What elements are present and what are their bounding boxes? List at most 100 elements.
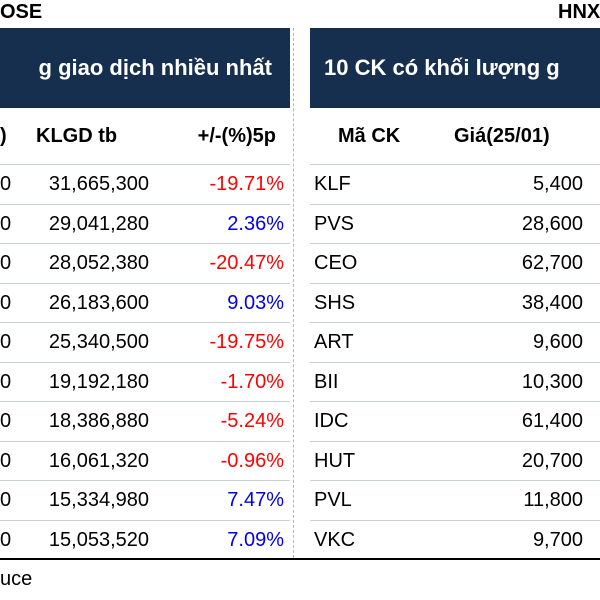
volume-cell: 16,061,320	[48, 449, 149, 472]
row-divider	[0, 361, 290, 363]
source-note: uce	[0, 568, 33, 590]
price-cell: 9,700	[532, 528, 583, 551]
table-row: 0 26,183,600 9.03%	[0, 282, 290, 323]
row-divider	[0, 243, 290, 244]
code-cell: PVS	[314, 212, 355, 235]
volume-cell: 19,192,180	[48, 370, 149, 393]
code-cell: SHS	[314, 291, 356, 314]
price-cell: 0	[0, 291, 12, 314]
change-cell: -19.71%	[209, 173, 285, 195]
row-divider	[0, 322, 290, 323]
table-row: IDC 61,400	[310, 401, 600, 441]
left-table: g giao dịch nhiều nhất ) KLGD tb +/-(%)5…	[0, 28, 290, 558]
code-cell: PVL	[314, 489, 352, 511]
price-cell: 10,300	[521, 370, 583, 393]
price-cell: 0	[0, 410, 12, 432]
price-cell: 0	[0, 528, 12, 551]
table-row: PVS 28,600	[310, 203, 600, 244]
left-header-price: )	[0, 125, 7, 147]
table-row: 0 15,334,980 7.47%	[0, 480, 290, 520]
table-row: PVL 11,800	[310, 480, 600, 520]
panel-gap	[290, 28, 310, 558]
price-cell: 28,600	[521, 212, 583, 235]
row-divider	[310, 440, 600, 442]
change-cell: -0.96%	[220, 449, 284, 472]
right-header-code: Mã CK	[338, 125, 401, 147]
row-divider	[0, 401, 290, 402]
right-header-price: Giá(25/01)	[454, 125, 550, 147]
volume-cell: 29,041,280	[48, 212, 149, 235]
right-table-title: 10 CK có khối lượng g	[310, 28, 600, 108]
row-divider	[0, 519, 290, 521]
table-row: CEO 62,700	[310, 243, 600, 283]
row-divider	[310, 519, 600, 521]
table-row: VKC 9,700	[310, 519, 600, 559]
left-table-title: g giao dịch nhiều nhất	[0, 28, 290, 108]
row-divider	[310, 322, 600, 323]
price-cell: 61,400	[521, 410, 583, 432]
code-cell: BII	[314, 370, 339, 393]
price-cell: 0	[0, 252, 12, 274]
code-cell: ART	[314, 331, 354, 353]
row-divider	[310, 243, 600, 244]
left-header-change: +/-(%)5p	[197, 125, 276, 147]
table-row: 0 19,192,180 -1.70%	[0, 361, 290, 402]
change-cell: 7.47%	[227, 489, 284, 511]
row-divider	[0, 282, 290, 284]
row-divider	[0, 164, 290, 165]
table-row: 0 31,665,300 -19.71%	[0, 164, 290, 204]
price-cell: 0	[0, 370, 12, 393]
volume-cell: 31,665,300	[48, 173, 149, 195]
change-cell: 2.36%	[227, 212, 284, 235]
table-row: 0 29,041,280 2.36%	[0, 203, 290, 244]
volume-cell: 18,386,880	[48, 410, 149, 432]
volume-cell: 28,052,380	[48, 252, 149, 274]
bottom-rule	[0, 558, 600, 560]
row-divider	[0, 203, 290, 205]
left-exchange-label: OSE	[0, 1, 43, 23]
price-cell: 38,400	[521, 291, 583, 314]
price-cell: 9,600	[532, 331, 583, 353]
change-cell: -19.75%	[209, 331, 285, 353]
change-cell: -5.24%	[220, 410, 284, 432]
price-cell: 0	[0, 489, 12, 511]
right-table: 10 CK có khối lượng g Mã CK Giá(25/01) K…	[310, 28, 600, 558]
row-divider	[310, 282, 600, 284]
table-row: 0 18,386,880 -5.24%	[0, 401, 290, 441]
volume-cell: 15,334,980	[48, 489, 149, 511]
row-divider	[310, 361, 600, 363]
row-divider	[0, 480, 290, 481]
row-divider	[310, 164, 600, 165]
row-divider	[310, 480, 600, 481]
change-cell: 9.03%	[227, 291, 284, 314]
code-cell: CEO	[314, 252, 358, 274]
code-cell: HUT	[314, 449, 356, 472]
table-row: 0 28,052,380 -20.47%	[0, 243, 290, 283]
table-row: KLF 5,400	[310, 164, 600, 204]
code-cell: IDC	[314, 410, 349, 432]
right-exchange-label: HNX	[558, 1, 600, 23]
price-cell: 0	[0, 331, 12, 353]
change-cell: -20.47%	[209, 252, 285, 274]
table-row: 0 25,340,500 -19.75%	[0, 322, 290, 362]
volume-cell: 26,183,600	[48, 291, 149, 314]
row-divider	[0, 440, 290, 442]
table-row: 0 15,053,520 7.09%	[0, 519, 290, 559]
left-header-volume: KLGD tb	[36, 125, 118, 147]
table-row: SHS 38,400	[310, 282, 600, 323]
table-row: HUT 20,700	[310, 440, 600, 481]
price-cell: 5,400	[532, 173, 583, 195]
table-row: 0 16,061,320 -0.96%	[0, 440, 290, 481]
change-cell: 7.09%	[227, 528, 284, 551]
price-cell: 0	[0, 173, 12, 195]
row-divider	[310, 401, 600, 402]
right-table-title-text: 10 CK có khối lượng g	[324, 55, 560, 80]
price-cell: 20,700	[521, 449, 583, 472]
table-row: ART 9,600	[310, 322, 600, 362]
change-cell: -1.70%	[220, 370, 284, 393]
left-table-title-text: g giao dịch nhiều nhất	[38, 55, 272, 80]
volume-cell: 25,340,500	[48, 331, 149, 353]
price-cell: 62,700	[521, 252, 583, 274]
volume-cell: 15,053,520	[48, 528, 149, 551]
price-cell: 0	[0, 212, 12, 235]
